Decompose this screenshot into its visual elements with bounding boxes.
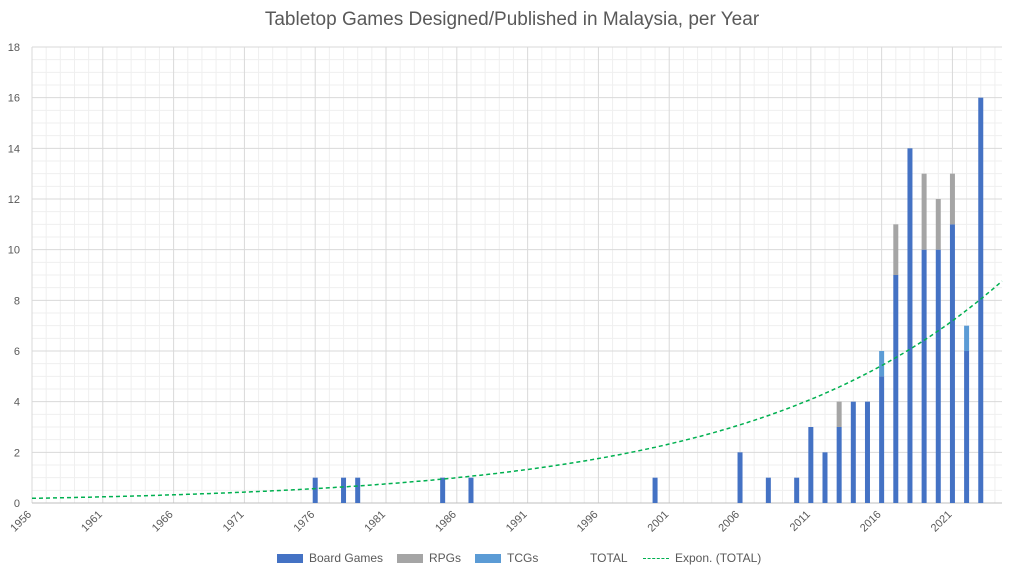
bar-board-games-2006 — [737, 452, 743, 503]
y-tick-label: 14 — [8, 143, 20, 155]
legend-label-tcgs: TCGs — [507, 551, 539, 565]
legend-swatch-tcgs — [475, 553, 501, 563]
bar-rpgs-2013 — [836, 401, 842, 427]
bar-board-games-2017 — [893, 275, 899, 503]
x-tick-label: 1991 — [504, 509, 530, 535]
bar-board-games-2021 — [949, 224, 955, 504]
y-tick-label: 2 — [14, 447, 20, 459]
y-tick-label: 12 — [8, 194, 20, 206]
y-axis-tick-labels: 0 2 4 6 8 10 12 14 16 18 — [8, 42, 20, 510]
x-tick-label: 2021 — [929, 509, 955, 535]
x-tick-label: 1996 — [575, 509, 601, 535]
y-tick-label: 8 — [14, 295, 20, 307]
bar-board-games-2023 — [978, 97, 984, 504]
bar-tcgs-2022 — [964, 325, 970, 351]
bar-board-games-2020 — [935, 249, 941, 503]
legend-label-total: TOTAL — [590, 551, 628, 565]
bar-board-games-1976 — [312, 477, 318, 503]
legend-item-total: TOTAL — [558, 551, 628, 565]
legend-item-rpgs: RPGs — [397, 551, 461, 565]
x-tick-label: 1956 — [8, 509, 34, 535]
x-tick-label: 2011 — [788, 509, 813, 534]
y-tick-label: 16 — [8, 93, 20, 105]
x-axis-tick-labels: 1956 1961 1966 1971 1976 1981 1986 1991 1996 2001… — [8, 509, 954, 535]
trendline-expon-total — [32, 280, 1003, 500]
bar-board-games-2012 — [822, 452, 828, 503]
bar-board-games-2011 — [808, 427, 814, 503]
y-tick-label: 10 — [8, 245, 20, 257]
bar-board-games-1985 — [440, 477, 446, 503]
y-tick-label: 4 — [14, 397, 20, 409]
x-tick-label: 1961 — [79, 509, 105, 535]
x-tick-label: 2016 — [858, 509, 884, 535]
bar-rpgs-2019 — [921, 173, 927, 250]
legend-swatch-trendline — [643, 557, 669, 559]
legend-item-board-games: Board Games — [277, 551, 383, 565]
x-tick-label: 1966 — [150, 509, 176, 535]
bar-board-games-2014 — [850, 401, 856, 503]
bar-board-games-2013 — [836, 427, 842, 503]
bar-board-games-1979 — [355, 477, 361, 503]
bar-board-games-2008 — [765, 477, 771, 503]
legend-item-tcgs: TCGs — [475, 551, 538, 565]
legend-label-trendline: Expon. (TOTAL) — [675, 551, 762, 565]
bar-rpgs-2020 — [935, 199, 941, 250]
minor-gridlines — [32, 47, 1002, 503]
bar-board-games-2019 — [921, 249, 927, 503]
legend-item-trendline: Expon. (TOTAL) — [643, 551, 761, 565]
x-tick-label: 2006 — [716, 509, 742, 535]
x-tick-label: 2001 — [646, 509, 672, 535]
bar-board-games-2022 — [964, 351, 970, 503]
legend-label-rpgs: RPGs — [429, 551, 462, 565]
y-tick-label: 6 — [14, 346, 20, 358]
legend-label-board-games: Board Games — [309, 551, 384, 565]
legend: Board Games RPGs TCGs TOTAL Expon. (TOTA… — [0, 551, 1024, 567]
bar-rpgs-2017 — [893, 224, 899, 275]
x-tick-label: 1971 — [221, 509, 247, 535]
x-tick-label: 1981 — [362, 509, 388, 535]
legend-swatch-rpgs — [397, 553, 423, 563]
bar-tcgs-2016 — [879, 351, 885, 377]
bar-rpgs-2021 — [949, 173, 955, 225]
bar-series — [312, 97, 984, 504]
bar-board-games-2010 — [794, 477, 800, 503]
bar-board-games-2016 — [879, 376, 885, 503]
y-tick-label: 0 — [14, 498, 20, 510]
bar-board-games-2015 — [864, 401, 870, 503]
legend-swatch-total — [558, 553, 584, 563]
chart-title: Tabletop Games Designed/Published in Mal… — [264, 9, 760, 30]
bar-board-games-2018 — [907, 148, 913, 504]
x-tick-label: 1986 — [433, 509, 459, 535]
legend-swatch-board-games — [277, 553, 303, 563]
bar-board-games-1987 — [468, 477, 474, 503]
bar-board-games-1978 — [341, 477, 347, 503]
bar-board-games-2000 — [652, 477, 658, 503]
y-tick-label: 18 — [8, 42, 20, 54]
x-tick-label: 1976 — [292, 509, 318, 535]
